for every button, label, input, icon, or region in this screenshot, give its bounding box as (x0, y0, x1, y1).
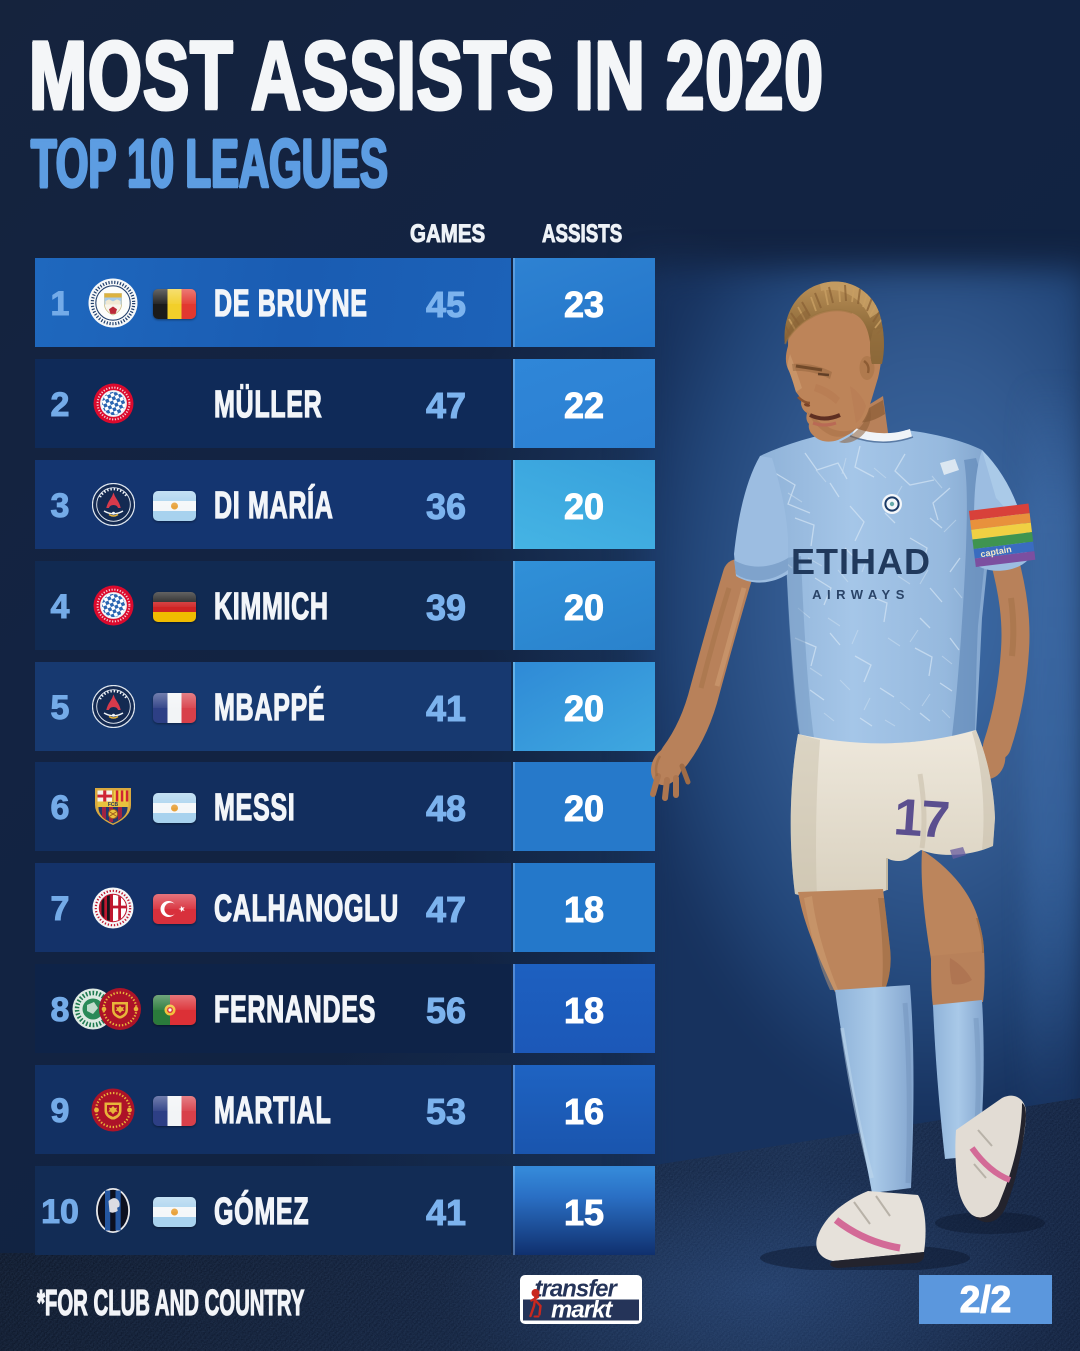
svg-text:17: 17 (892, 788, 950, 850)
svg-text:AIRWAYS: AIRWAYS (812, 587, 910, 602)
svg-text:FCB: FCB (108, 802, 119, 808)
svg-text:markt: markt (551, 1297, 613, 1324)
svg-text:transfer: transfer (535, 1276, 619, 1303)
svg-text:ETIHAD: ETIHAD (791, 541, 931, 582)
